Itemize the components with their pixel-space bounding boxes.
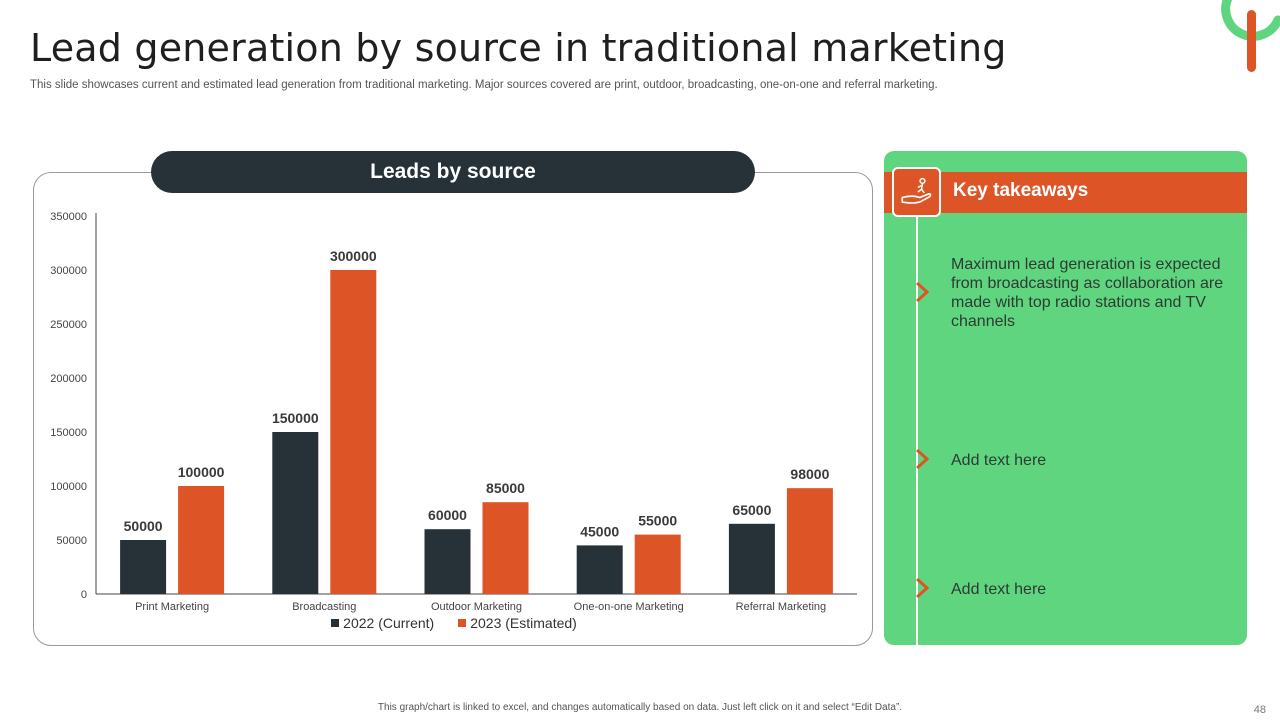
chevron-right-icon	[915, 281, 930, 303]
chart-panel	[33, 172, 873, 646]
chart-legend: 2022 (Current) 2023 (Estimated)	[0, 615, 908, 631]
takeaway-item-3: Add text here	[951, 581, 1047, 598]
legend-label-2023: 2023 (Estimated)	[470, 615, 577, 631]
takeaway-item-2: Add text here	[951, 452, 1047, 469]
chevron-right-icon	[915, 448, 930, 470]
page-number: 48	[1253, 704, 1266, 716]
takeaways-panel	[884, 151, 1247, 645]
brand-logo-icon	[1221, 0, 1280, 72]
chevron-right-icon	[915, 577, 930, 599]
hand-person-icon	[892, 167, 941, 217]
takeaways-title: Key takeaways	[953, 180, 1089, 201]
chart-header: Leads by source	[151, 151, 755, 193]
legend-label-2022: 2022 (Current)	[343, 615, 435, 631]
page-title: Lead generation by source in traditional…	[30, 26, 1007, 70]
legend-swatch-2022	[331, 619, 340, 627]
legend-swatch-2023	[458, 619, 467, 627]
footer-note: This graph/chart is linked to excel, and…	[377, 702, 903, 713]
takeaways-header-bar	[884, 172, 1247, 213]
legend-item-2023: 2023 (Estimated)	[458, 615, 577, 631]
takeaways-timeline	[916, 217, 918, 645]
takeaway-item-1: Maximum lead generation is expected from…	[951, 256, 1224, 330]
page-subtitle: This slide showcases current and estimat…	[30, 79, 938, 91]
legend-item-2022: 2022 (Current)	[331, 615, 434, 631]
